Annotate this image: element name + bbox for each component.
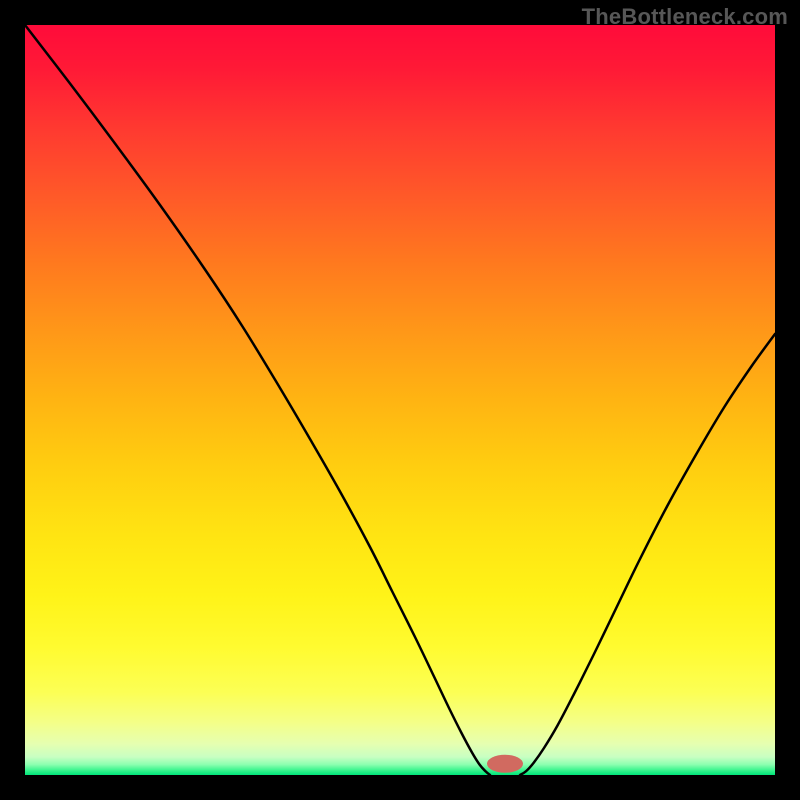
plot-background bbox=[25, 25, 775, 775]
bottleneck-chart bbox=[0, 0, 800, 800]
chart-container: { "watermark": "TheBottleneck.com", "cha… bbox=[0, 0, 800, 800]
watermark-text: TheBottleneck.com bbox=[582, 4, 788, 30]
optimal-point-marker bbox=[487, 755, 523, 773]
